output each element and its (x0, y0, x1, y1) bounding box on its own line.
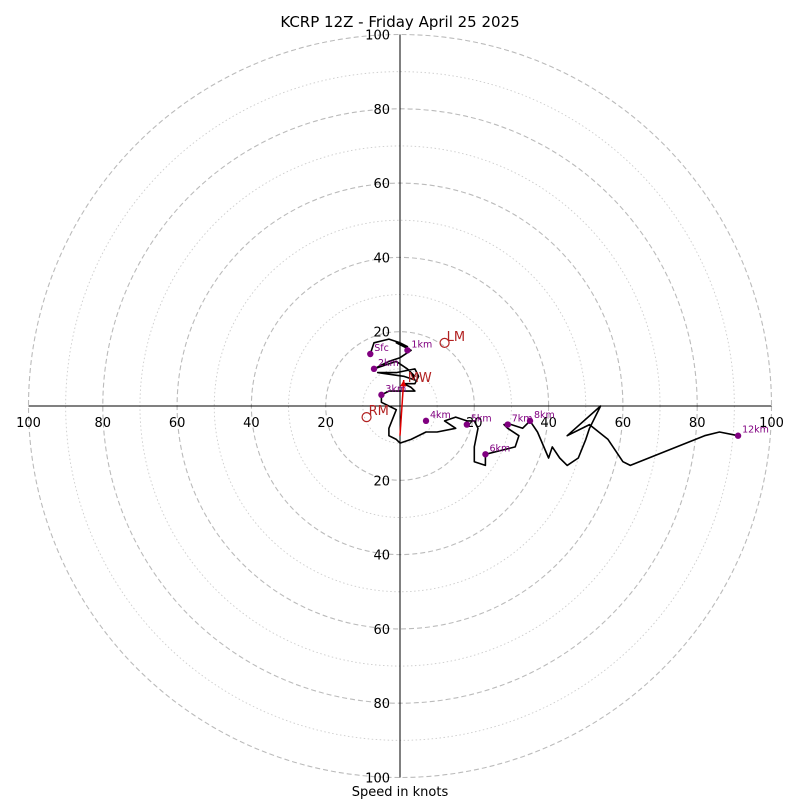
height-marker (526, 417, 534, 425)
x-tick-label: 60 (169, 416, 186, 431)
tick-labels: 100 80 60 40 20 20 40 60 80 100 100 80 60 40 20 20 40 60 8… (16, 29, 784, 787)
storm-motion-marker (439, 337, 450, 348)
height-marker (378, 391, 385, 399)
x-tick-label: 40 (243, 416, 260, 431)
height-marker (367, 350, 374, 358)
height-marker (734, 432, 742, 439)
y-tick-label: 40 (373, 251, 390, 266)
x-tick-label: 20 (317, 416, 334, 431)
mean-wind-arrowhead (400, 379, 407, 387)
y-tick-label: 100 (365, 29, 390, 44)
y-tick-label: 60 (373, 623, 390, 638)
height-marker-label: 7km (512, 414, 533, 425)
height-marker-label: 4km (430, 410, 451, 421)
height-marker-label: 2km (378, 358, 399, 369)
wind-trace (369, 338, 739, 467)
height-marker-label: 8km (534, 410, 555, 421)
height-marker-label: 3km (385, 384, 406, 395)
hodograph-line (369, 338, 739, 467)
height-marker-label: 12km (742, 425, 769, 436)
mean-wind-arrow (399, 379, 405, 436)
height-marker (482, 451, 489, 458)
y-tick-label: 40 (373, 549, 390, 564)
x-tick-label: 80 (689, 416, 706, 431)
storm-motions: LM RM MW (361, 330, 465, 423)
x-tick-label: 100 (16, 416, 41, 431)
height-markers: Sfc 1km 2km 3km 4km 5km 6km 7km 8km 12km (367, 339, 769, 458)
height-marker (422, 417, 430, 425)
height-marker (504, 421, 511, 428)
axes (28, 34, 772, 778)
height-marker (404, 347, 411, 354)
mean-wind-label: MW (408, 371, 432, 386)
height-marker-label: 6km (489, 443, 510, 454)
storm-motion-marker (361, 412, 372, 423)
x-tick-label: 60 (615, 416, 632, 431)
height-marker-label: 1km (411, 339, 432, 350)
storm-motion-label: RM (369, 404, 389, 419)
y-tick-label: 100 (365, 772, 390, 787)
x-axis-label: Speed in knots (352, 785, 449, 800)
y-tick-label: 60 (373, 177, 390, 192)
x-tick-label: 100 (759, 416, 784, 431)
storm-motion-label: LM (447, 330, 465, 345)
y-tick-label: 80 (373, 697, 390, 712)
y-tick-label: 80 (373, 103, 390, 118)
x-tick-label: 20 (466, 416, 483, 431)
y-tick-label: 20 (373, 474, 390, 489)
height-marker-label: 5km (471, 414, 492, 425)
x-tick-label: 40 (540, 416, 557, 431)
x-tick-label: 80 (95, 416, 112, 431)
y-tick-label: 20 (373, 326, 390, 341)
height-marker (463, 421, 471, 428)
height-marker (370, 365, 378, 373)
chart-title: KCRP 12Z - Friday April 25 2025 (280, 13, 519, 31)
height-marker-label: Sfc (374, 343, 389, 354)
